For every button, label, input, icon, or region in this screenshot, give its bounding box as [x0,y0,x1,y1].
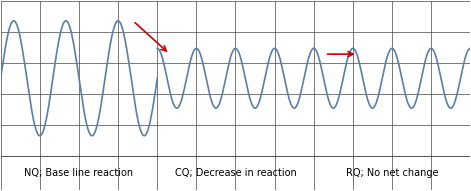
Text: CQ; Decrease in reaction: CQ; Decrease in reaction [175,168,296,178]
Text: NQ; Base line reaction: NQ; Base line reaction [24,168,133,178]
Text: RQ; No net change: RQ; No net change [346,168,439,178]
